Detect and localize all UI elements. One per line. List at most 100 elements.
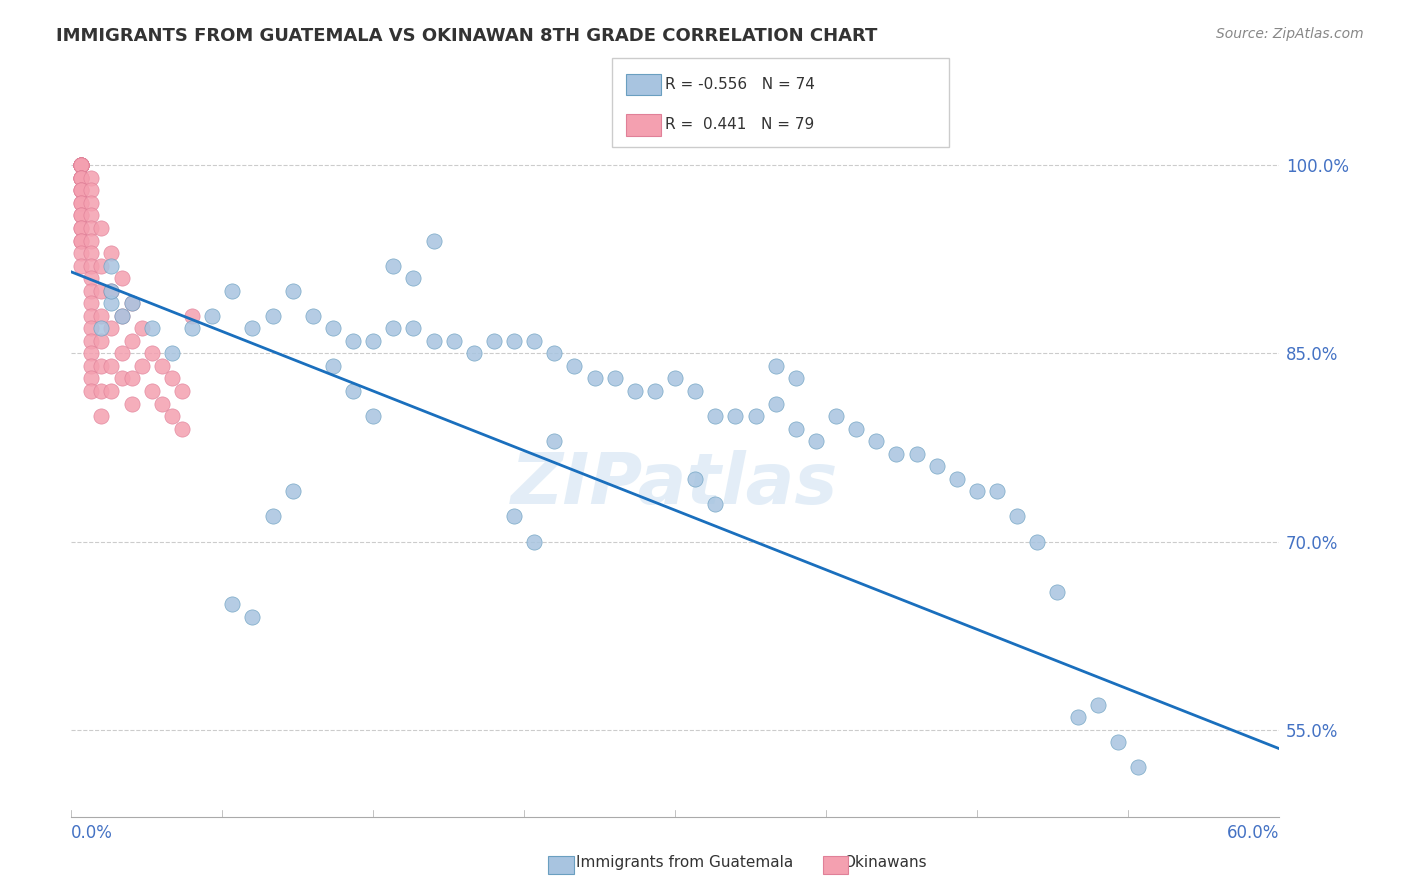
- Point: [80, 296, 103, 310]
- Point: [100, 259, 122, 273]
- Point: [131, 359, 153, 373]
- Point: [121, 296, 143, 310]
- Point: [1046, 584, 1069, 599]
- Point: [110, 309, 132, 323]
- Point: [70, 170, 93, 185]
- Point: [70, 246, 93, 260]
- Point: [744, 409, 766, 423]
- Point: [70, 208, 93, 222]
- Point: [110, 371, 132, 385]
- Text: R = -0.556   N = 74: R = -0.556 N = 74: [665, 78, 815, 92]
- Point: [402, 321, 425, 335]
- Point: [141, 346, 163, 360]
- Point: [80, 234, 103, 248]
- Point: [80, 371, 103, 385]
- Point: [70, 221, 93, 235]
- Point: [503, 509, 526, 524]
- Point: [80, 208, 103, 222]
- Point: [70, 170, 93, 185]
- Text: Immigrants from Guatemala: Immigrants from Guatemala: [576, 855, 794, 870]
- Point: [90, 321, 112, 335]
- Point: [804, 434, 827, 449]
- Point: [946, 472, 969, 486]
- Point: [160, 346, 183, 360]
- Point: [150, 359, 173, 373]
- Point: [1087, 698, 1109, 712]
- Point: [704, 409, 727, 423]
- Point: [724, 409, 747, 423]
- Point: [90, 309, 112, 323]
- Point: [80, 195, 103, 210]
- Point: [121, 396, 143, 410]
- Point: [886, 447, 908, 461]
- Point: [564, 359, 586, 373]
- Point: [80, 346, 103, 360]
- Point: [70, 170, 93, 185]
- Point: [905, 447, 928, 461]
- Point: [221, 597, 243, 611]
- Point: [70, 170, 93, 185]
- Point: [90, 359, 112, 373]
- Point: [150, 396, 173, 410]
- Point: [986, 484, 1008, 499]
- Text: ZIPatlas: ZIPatlas: [512, 450, 839, 519]
- Point: [523, 534, 546, 549]
- Point: [262, 509, 284, 524]
- Point: [704, 497, 727, 511]
- Point: [242, 321, 264, 335]
- Point: [785, 371, 807, 385]
- Point: [683, 472, 706, 486]
- Point: [70, 195, 93, 210]
- Point: [70, 183, 93, 197]
- Point: [70, 183, 93, 197]
- Point: [342, 384, 364, 398]
- Point: [70, 183, 93, 197]
- Point: [785, 422, 807, 436]
- Point: [482, 334, 505, 348]
- Point: [170, 422, 193, 436]
- Point: [825, 409, 848, 423]
- Point: [90, 284, 112, 298]
- Point: [683, 384, 706, 398]
- Point: [1107, 735, 1129, 749]
- Point: [402, 271, 425, 285]
- Point: [70, 158, 93, 172]
- Point: [100, 321, 122, 335]
- Point: [100, 284, 122, 298]
- Point: [422, 234, 444, 248]
- Point: [623, 384, 645, 398]
- Point: [301, 309, 323, 323]
- Point: [70, 158, 93, 172]
- Point: [644, 384, 666, 398]
- Point: [160, 409, 183, 423]
- Point: [90, 384, 112, 398]
- Text: R =  0.441   N = 79: R = 0.441 N = 79: [665, 118, 814, 132]
- Point: [100, 359, 122, 373]
- Point: [1066, 710, 1088, 724]
- Point: [281, 284, 304, 298]
- Point: [70, 234, 93, 248]
- Point: [121, 334, 143, 348]
- Point: [966, 484, 988, 499]
- Point: [1026, 534, 1049, 549]
- Point: [262, 309, 284, 323]
- Point: [70, 158, 93, 172]
- Point: [664, 371, 686, 385]
- Point: [70, 158, 93, 172]
- Point: [110, 346, 132, 360]
- Text: 0.0%: 0.0%: [72, 824, 112, 842]
- Point: [322, 359, 344, 373]
- Point: [765, 359, 787, 373]
- Point: [110, 271, 132, 285]
- Point: [121, 371, 143, 385]
- Point: [361, 334, 384, 348]
- Point: [382, 259, 405, 273]
- Point: [80, 359, 103, 373]
- Point: [543, 346, 565, 360]
- Point: [70, 234, 93, 248]
- Point: [80, 246, 103, 260]
- Point: [70, 259, 93, 273]
- Point: [443, 334, 465, 348]
- Point: [80, 384, 103, 398]
- Point: [80, 221, 103, 235]
